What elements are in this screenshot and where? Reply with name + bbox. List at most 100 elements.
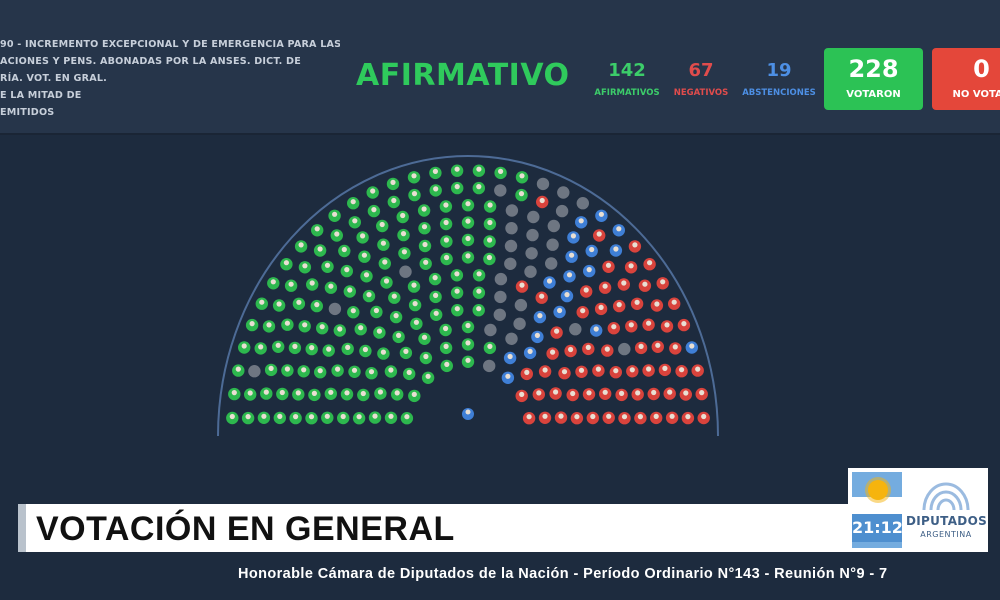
seat-face: [406, 369, 412, 375]
seat-face: [340, 413, 346, 420]
seat-face: [411, 391, 417, 397]
seat-face: [443, 325, 449, 332]
seat-face: [394, 390, 400, 396]
seat-absent: [618, 342, 631, 356]
seat-face: [537, 313, 543, 319]
seat-face: [655, 342, 661, 348]
seat-face: [379, 221, 385, 228]
clock: 21:12: [852, 514, 903, 542]
seat-face: [241, 343, 247, 349]
seat-face: [465, 218, 471, 224]
seat-face: [363, 272, 370, 278]
seat-face: [454, 288, 460, 294]
seat-face: [616, 302, 622, 308]
seat-face: [654, 301, 660, 307]
seat-face: [476, 166, 482, 172]
seat-face: [570, 390, 576, 397]
seat-face: [550, 349, 556, 355]
seat-face: [421, 206, 427, 212]
seat-face: [388, 367, 394, 373]
seat-face: [628, 322, 634, 328]
seat-face: [317, 368, 323, 374]
seat-face: [404, 414, 410, 420]
seat-group: [226, 164, 710, 425]
seat-face: [689, 343, 695, 349]
seat-face: [616, 226, 622, 232]
seat-face: [411, 173, 417, 179]
seat-face: [345, 344, 351, 350]
seat-face: [505, 373, 511, 379]
seat-face: [317, 246, 323, 252]
seat-face: [261, 413, 267, 419]
negative-count: 67 NEGATIVOS: [670, 60, 732, 100]
seat-face: [568, 346, 574, 353]
seat-face: [476, 184, 482, 190]
seat-face: [372, 413, 378, 419]
seat-face: [465, 235, 471, 242]
seat-face: [638, 343, 644, 349]
voted-box: 228 VOTARON: [824, 48, 923, 110]
seat-absent: [484, 323, 497, 337]
seat-face: [380, 349, 386, 355]
seat-face: [319, 324, 325, 330]
seat-face: [476, 288, 482, 294]
seat-face: [341, 246, 347, 253]
seat-face: [498, 168, 504, 174]
seat-absent: [525, 247, 538, 260]
seat-absent: [504, 239, 518, 253]
seat-face: [629, 367, 635, 373]
seat-face: [546, 278, 553, 284]
seat-face: [400, 212, 406, 219]
seat-face: [519, 282, 525, 288]
seat-face: [335, 366, 341, 372]
seat-face: [311, 390, 317, 396]
affirmative-label: AFIRMATIVOS: [594, 88, 660, 98]
seat-face: [566, 272, 573, 278]
seat-face: [454, 271, 460, 277]
seat-face: [628, 263, 634, 269]
seat-absent: [328, 302, 342, 316]
voted-value: 228: [848, 55, 899, 83]
seat-face: [507, 353, 513, 360]
hemicycle-outline: [217, 155, 719, 437]
seat-face: [476, 306, 482, 312]
affirmative-value: 142: [608, 60, 646, 81]
seat-absent: [513, 317, 526, 330]
congress-dome-icon: [922, 482, 970, 511]
seat-face: [664, 322, 670, 328]
seat-face: [380, 240, 386, 246]
seat-face: [302, 322, 308, 328]
seat-face: [487, 202, 493, 208]
affirmative-count: 142 AFIRMATIVOS: [594, 60, 660, 100]
seat-face: [487, 343, 493, 349]
seat-face: [229, 413, 235, 420]
seat-face: [672, 344, 678, 350]
seat-face: [360, 233, 366, 239]
seat-face: [487, 237, 493, 243]
not-voted-box: 0 NO VOTAR: [932, 48, 1000, 110]
seat-face: [292, 343, 298, 349]
seat-face: [309, 345, 315, 351]
seat-face: [270, 279, 276, 285]
seat-face: [263, 389, 269, 395]
seat-face: [465, 253, 471, 259]
negative-label: NEGATIVOS: [673, 88, 729, 98]
seat-face: [352, 218, 358, 224]
seat-absent: [504, 257, 517, 270]
seat-face: [598, 211, 605, 217]
seat-absent: [547, 219, 560, 233]
seat-face: [605, 262, 612, 268]
seat-absent: [494, 272, 508, 286]
seat-face: [635, 390, 641, 396]
seat-face: [534, 332, 541, 338]
seat-face: [361, 252, 367, 258]
seat-face: [590, 413, 596, 420]
seat-face: [578, 218, 584, 224]
seat-face: [642, 281, 648, 287]
seat-face: [613, 368, 619, 374]
seat-absent: [527, 210, 540, 224]
seat-absent: [546, 238, 559, 251]
seat-face: [279, 389, 285, 396]
seat-face: [539, 197, 545, 204]
seat-face: [421, 334, 428, 340]
